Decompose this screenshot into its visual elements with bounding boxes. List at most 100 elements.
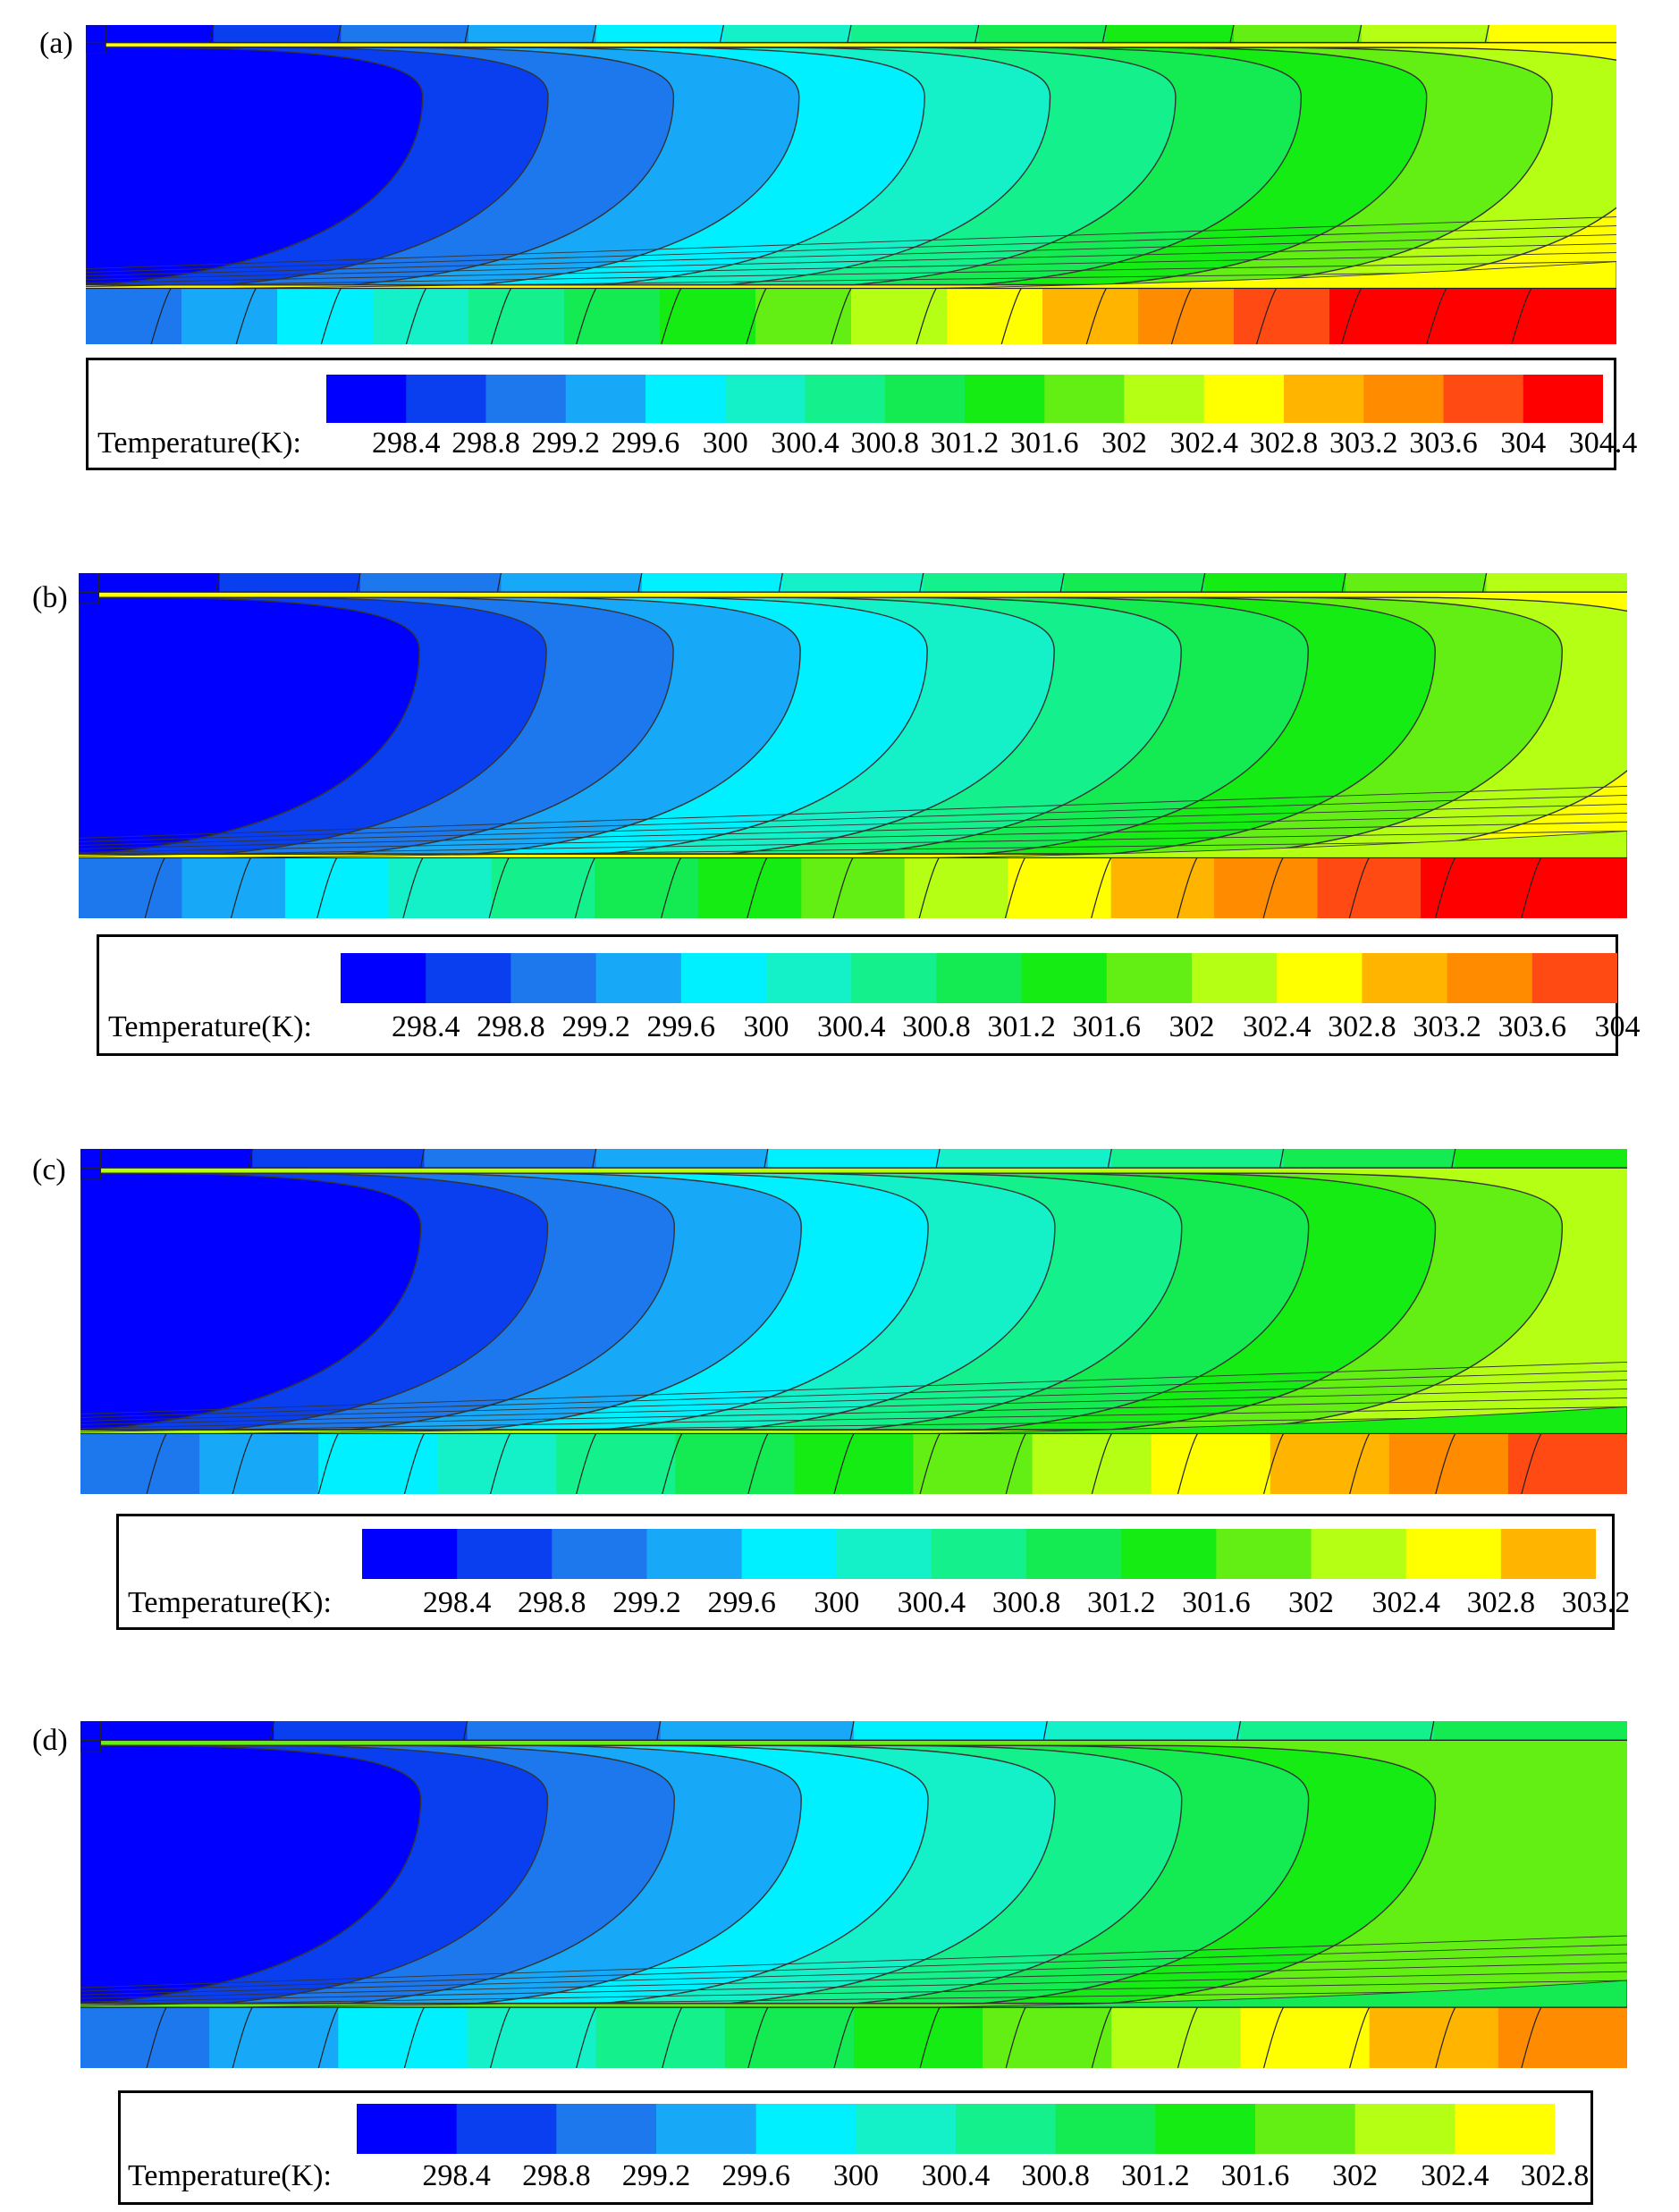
wall-band — [564, 288, 661, 344]
colorbar-swatch — [1354, 2104, 1455, 2154]
colorbar-swatch — [1192, 953, 1278, 1003]
colorbar-swatch — [426, 953, 511, 1003]
temperature-contour-field — [80, 1721, 1627, 2068]
colorbar-tick-label: 299.2 — [621, 2159, 691, 2192]
colorbar-tick-label: 298.8 — [518, 1586, 586, 1619]
wall-band — [983, 2007, 1112, 2068]
wall-band — [1523, 857, 1627, 918]
colorbar-tick-label: 301.6 — [1220, 2159, 1290, 2192]
colorbar-tick-label: 303.2 — [1413, 1010, 1481, 1043]
colorbar-swatch — [341, 953, 426, 1003]
wall-band — [913, 1433, 1034, 1494]
wall-band — [1388, 1433, 1509, 1494]
colorbar-swatch — [485, 375, 567, 423]
colorbar-tick-label: 302.4 — [1169, 426, 1239, 460]
colorbar-swatch — [1277, 953, 1363, 1003]
colorbar-swatch — [1026, 1529, 1122, 1579]
isotherm-region — [79, 596, 420, 855]
wall-band — [595, 1149, 769, 1169]
colorbar-tick-label: 299.2 — [612, 1586, 681, 1619]
wall-band — [1204, 573, 1346, 593]
colorbar-title: Temperature(K): — [128, 2159, 332, 2192]
wall-band — [1234, 288, 1330, 344]
temperature-contour-field — [86, 25, 1616, 344]
colorbar-tick-label: 301.2 — [1121, 2159, 1190, 2192]
wall-band — [1138, 288, 1235, 344]
colorbar-tick-label: 301.6 — [1010, 426, 1079, 460]
colorbar-tick-label: 302.4 — [1242, 1010, 1312, 1043]
wall-band — [80, 1721, 274, 1741]
isotherm-region — [86, 46, 424, 286]
wall-band — [1369, 2007, 1499, 2068]
colorbar-tick-label: 301.6 — [1072, 1010, 1142, 1043]
colorbar-swatch — [1362, 953, 1448, 1003]
wall-band — [1421, 857, 1525, 918]
wall-band — [940, 1149, 1112, 1169]
colorbar-tick-label: 302.4 — [1371, 1586, 1440, 1619]
colorbar-swatch — [1284, 375, 1364, 423]
colorbar-swatch — [1531, 953, 1617, 1003]
wall-band — [1064, 573, 1206, 593]
colorbar-swatch — [884, 375, 966, 423]
colorbar-tick-label: 298.8 — [522, 2159, 591, 2192]
wall-band — [723, 25, 852, 43]
wall-band — [755, 288, 852, 344]
wall-band — [1111, 1149, 1285, 1169]
wall-band — [373, 288, 469, 344]
colorbar-tick-label: 298.4 — [372, 426, 441, 460]
colorbar-swatch — [1106, 953, 1193, 1003]
wall-band — [388, 857, 493, 918]
colorbar-swatch — [510, 953, 597, 1003]
wall-band — [641, 573, 783, 593]
colorbar-swatch — [565, 375, 646, 423]
wall-band — [724, 2007, 855, 2068]
wall-band — [595, 2007, 726, 2068]
wall-band — [181, 288, 278, 344]
colorbar-title: Temperature(K): — [128, 1586, 332, 1619]
wall-band — [468, 288, 565, 344]
colorbar-tick-label: 301.2 — [987, 1010, 1056, 1043]
wall-band — [1361, 25, 1489, 43]
colorbar-swatch — [656, 2104, 757, 2154]
colorbar-tick-label: 302 — [1288, 1586, 1335, 1619]
colorbar-swatch — [965, 375, 1045, 423]
colorbar-tick-label: 303.2 — [1561, 1586, 1631, 1619]
colorbar-swatch — [836, 1529, 932, 1579]
colorbar-swatch — [552, 1529, 648, 1579]
colorbar — [341, 953, 1617, 1003]
colorbar-tick-label: 300.8 — [850, 426, 920, 460]
wall-band — [801, 857, 906, 918]
colorbar-swatch — [326, 375, 407, 423]
wall-band — [851, 25, 980, 43]
colorbar-swatch — [1124, 375, 1205, 423]
colorbar — [362, 1529, 1596, 1579]
colorbar-swatch — [357, 2104, 458, 2154]
colorbar-swatch — [406, 375, 487, 423]
wall-band — [923, 573, 1065, 593]
wall-band — [209, 2007, 339, 2068]
colorbar-swatch — [595, 953, 682, 1003]
wall-band — [1234, 25, 1363, 43]
colorbar-swatch — [456, 2104, 557, 2154]
colorbar-swatch — [1216, 1529, 1312, 1579]
colorbar-tick-label: 302 — [1101, 426, 1147, 460]
wall-band — [501, 573, 643, 593]
wall-band — [1240, 2007, 1371, 2068]
wall-band — [978, 25, 1107, 43]
wall-band — [341, 25, 469, 43]
colorbar-swatch — [1044, 375, 1126, 423]
colorbar-swatch — [1447, 953, 1533, 1003]
wall-band — [947, 288, 1043, 344]
wall-band — [1032, 1433, 1152, 1494]
colorbar-legend: Temperature(K): 298.4 298.8 299.2 299.6 300 3… — [116, 1514, 1630, 1630]
colorbar-swatch — [1311, 1529, 1407, 1579]
colorbar-tick-label: 298.4 — [422, 2159, 491, 2192]
colorbar-tick-label: 300.4 — [897, 1586, 966, 1619]
wall-band — [851, 288, 948, 344]
colorbar-tick-label: 303.6 — [1409, 426, 1478, 460]
wall-band — [338, 2007, 468, 2068]
colorbar-tick-label: 302.8 — [1328, 1010, 1396, 1043]
wall-band — [424, 1149, 597, 1169]
wall-band — [80, 1433, 200, 1494]
colorbar-tick-label: 301.2 — [1086, 1586, 1156, 1619]
